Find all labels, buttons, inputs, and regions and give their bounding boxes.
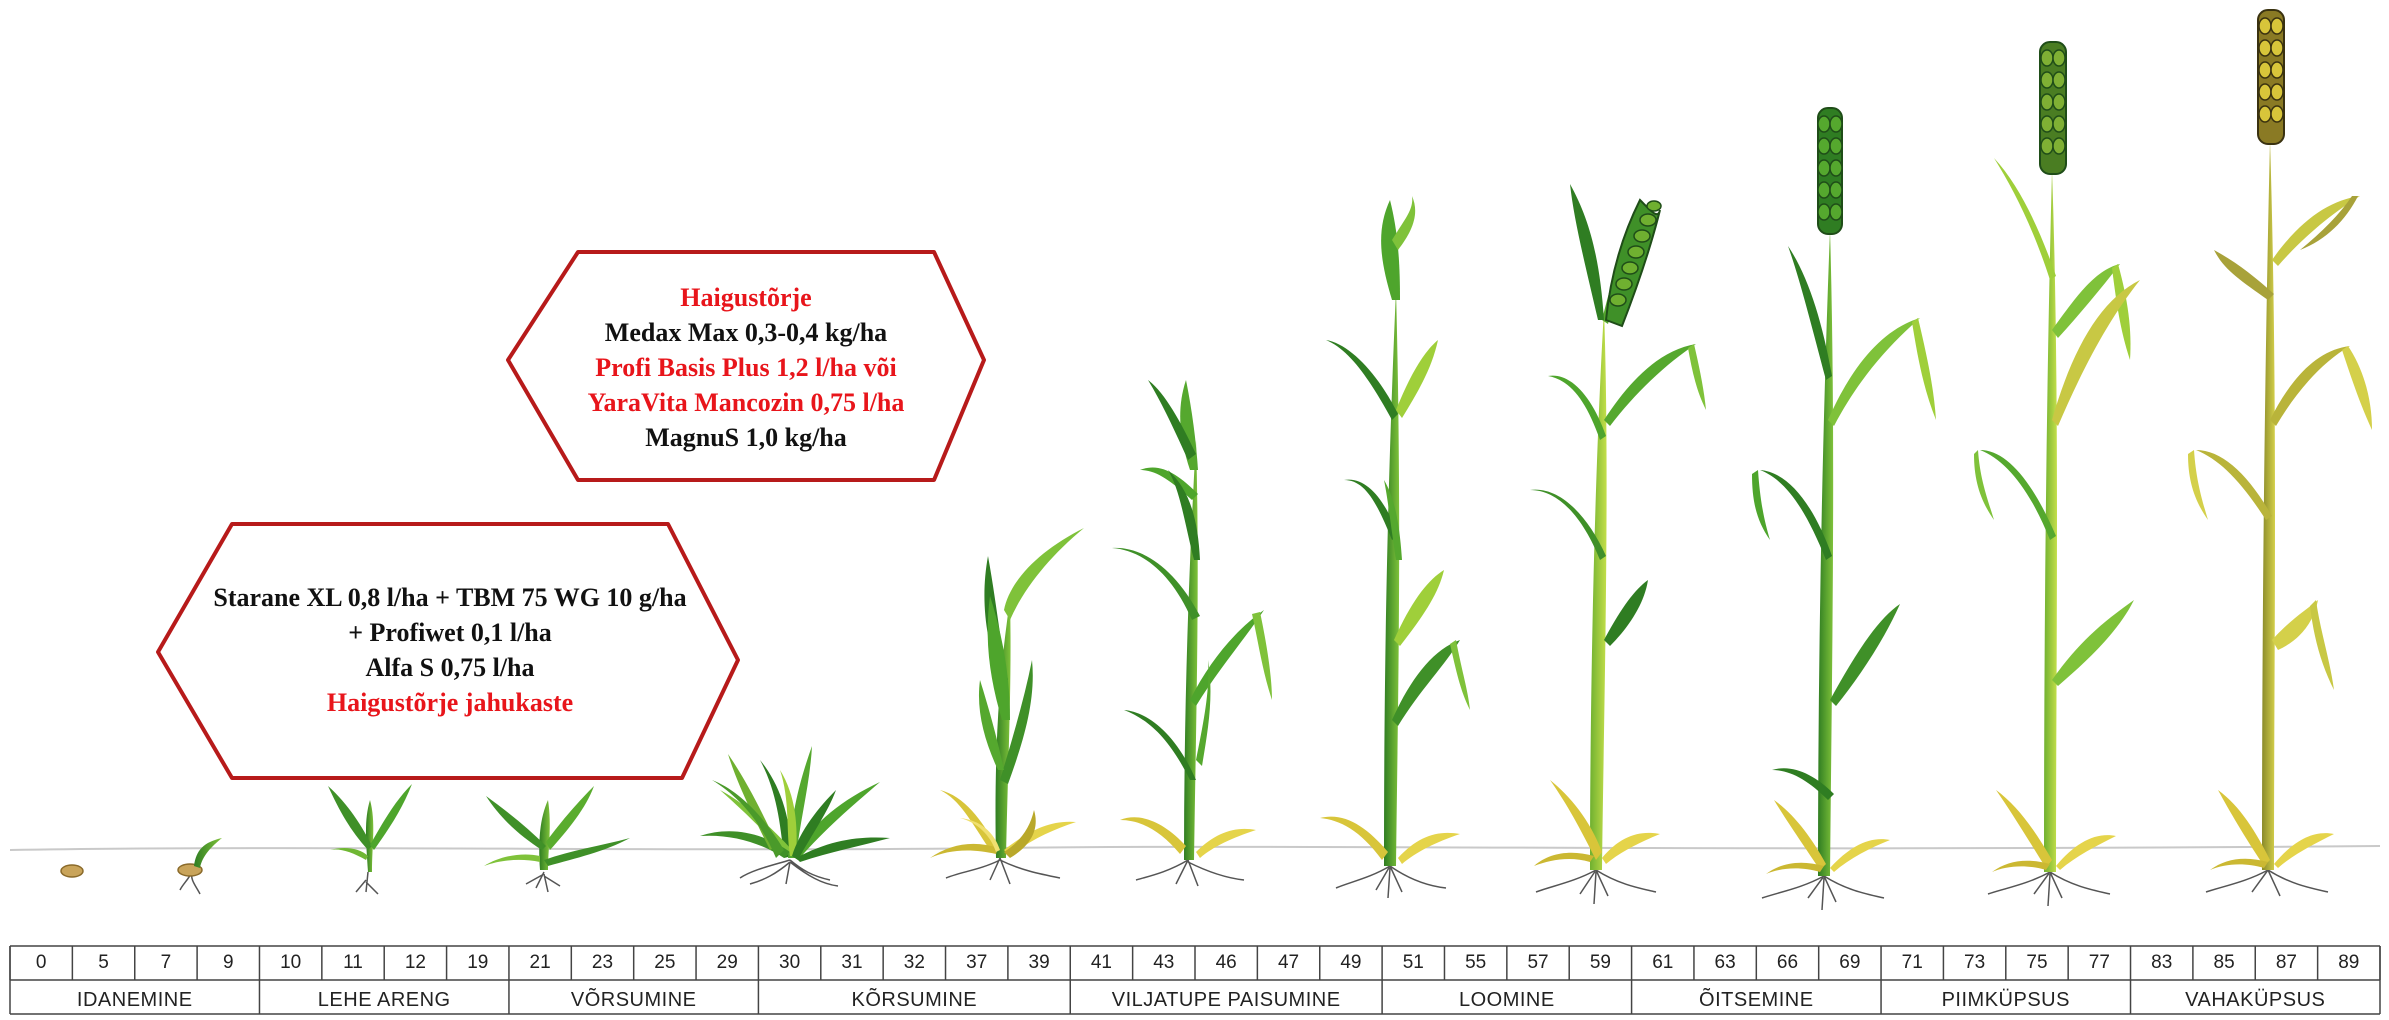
upper-treatment-text: Haigustõrje Medax Max 0,3-0,4 kg/ha Profi … [518,280,974,455]
wax-ripeness-plant [2188,9,2372,897]
seedling-leaf-stage [328,784,412,895]
lower-line: Haigustõrje jahukaste [326,688,574,717]
bbch-code: 66 [1776,952,1799,973]
milk-ripeness-plant [1974,41,2140,907]
bbch-code: 23 [591,952,614,973]
bbch-code: 87 [2275,952,2297,973]
growth-stage-label: ÕITSEMINE [1699,989,1814,1011]
growth-stage-label: LEHE ARENG [317,989,451,1011]
growth-stage-label: VÕRSUMINE [570,989,697,1011]
bbch-code: 37 [966,952,988,973]
upper-line: Medax Max 0,3-0,4 kg/ha [604,318,888,347]
bbch-code: 55 [1465,952,1487,973]
soil-line [9,845,2381,851]
bbch-code: 41 [1090,952,1112,973]
bbch-code: 29 [716,952,738,973]
lower-treatment-hexagon [156,522,740,780]
milk-ear [2039,41,2067,175]
lower-line: + Profiwet 0,1 l/ha [348,618,552,647]
bbch-code: 9 [222,952,234,973]
lower-treatment-text: Starane XL 0,8 l/ha + TBM 75 WG 10 g/ha +… [170,580,730,720]
stem-elongation-plant [930,528,1084,885]
tillering-plant [484,786,630,893]
bbch-code: 63 [1714,952,1736,973]
bbch-code: 73 [1964,952,1986,973]
upper-treatment-hexagon [506,250,986,482]
heading-plant [1530,184,1706,905]
seed [60,864,84,878]
flowering-plant [1752,107,1936,911]
growth-stage-label: VAHAKÜPSUS [2185,989,2326,1011]
bbch-code: 25 [654,952,676,973]
bbch-code: 5 [98,952,109,973]
growth-stage-label: PIIMKÜPSUS [1941,989,2070,1011]
bbch-code: 57 [1527,952,1549,973]
germinating-seed [177,838,222,895]
green-ear [1604,198,1662,328]
bbch-code: 7 [160,952,172,973]
growth-stage-label: LOOMINE [1458,989,1555,1011]
bbch-code: 71 [1901,952,1923,973]
tufted-plant [700,746,890,887]
bbch-code: 83 [2151,952,2173,973]
bbch-code: 49 [1340,952,1362,973]
bbch-code: 30 [779,952,801,973]
bbch-code: 0 [35,952,47,973]
bbch-code: 51 [1402,952,1424,973]
growth-stage-label: VILJATUPE PAISUMINE [1111,989,1341,1011]
bbch-code: 85 [2213,952,2235,973]
upper-line: Haigustõrje [680,283,812,312]
bbch-code: 47 [1277,952,1300,973]
bbch-scale-grid [9,945,2381,1015]
bbch-code: 11 [343,952,363,973]
upper-line: MagnuS 1,0 kg/ha [645,423,847,452]
green-ear-2 [1817,107,1843,235]
bbch-code: 32 [903,952,925,973]
upper-line: Profi Basis Plus 1,2 l/ha või [595,353,897,382]
ripe-ear [2257,9,2285,145]
lower-line: Alfa S 0,75 l/ha [365,653,535,682]
boot-stage-plant-b [1320,196,1470,899]
growth-stage-label: IDANEMINE [76,989,193,1011]
growth-stage-label: KÕRSUMINE [851,989,978,1011]
bbch-code: 21 [529,952,551,973]
bbch-code: 61 [1652,952,1674,973]
boot-stage-plant-a [1112,380,1272,887]
bbch-code: 10 [280,952,302,973]
bbch-code: 75 [2026,952,2048,973]
bbch-code: 12 [404,952,426,973]
bbch-code: 89 [2338,952,2360,973]
bbch-code: 69 [1839,952,1861,973]
bbch-code: 39 [1028,952,1050,973]
bbch-code: 31 [841,952,863,973]
bbch-code: 77 [2088,952,2110,973]
bbch-code: 43 [1153,952,1175,973]
bbch-code: 59 [1589,952,1611,973]
bbch-code: 46 [1215,952,1237,973]
lower-line: Starane XL 0,8 l/ha + TBM 75 WG 10 g/ha [213,583,687,612]
bbch-code: 19 [467,952,489,973]
upper-line: YaraVita Mancozin 0,75 l/ha [587,388,905,417]
